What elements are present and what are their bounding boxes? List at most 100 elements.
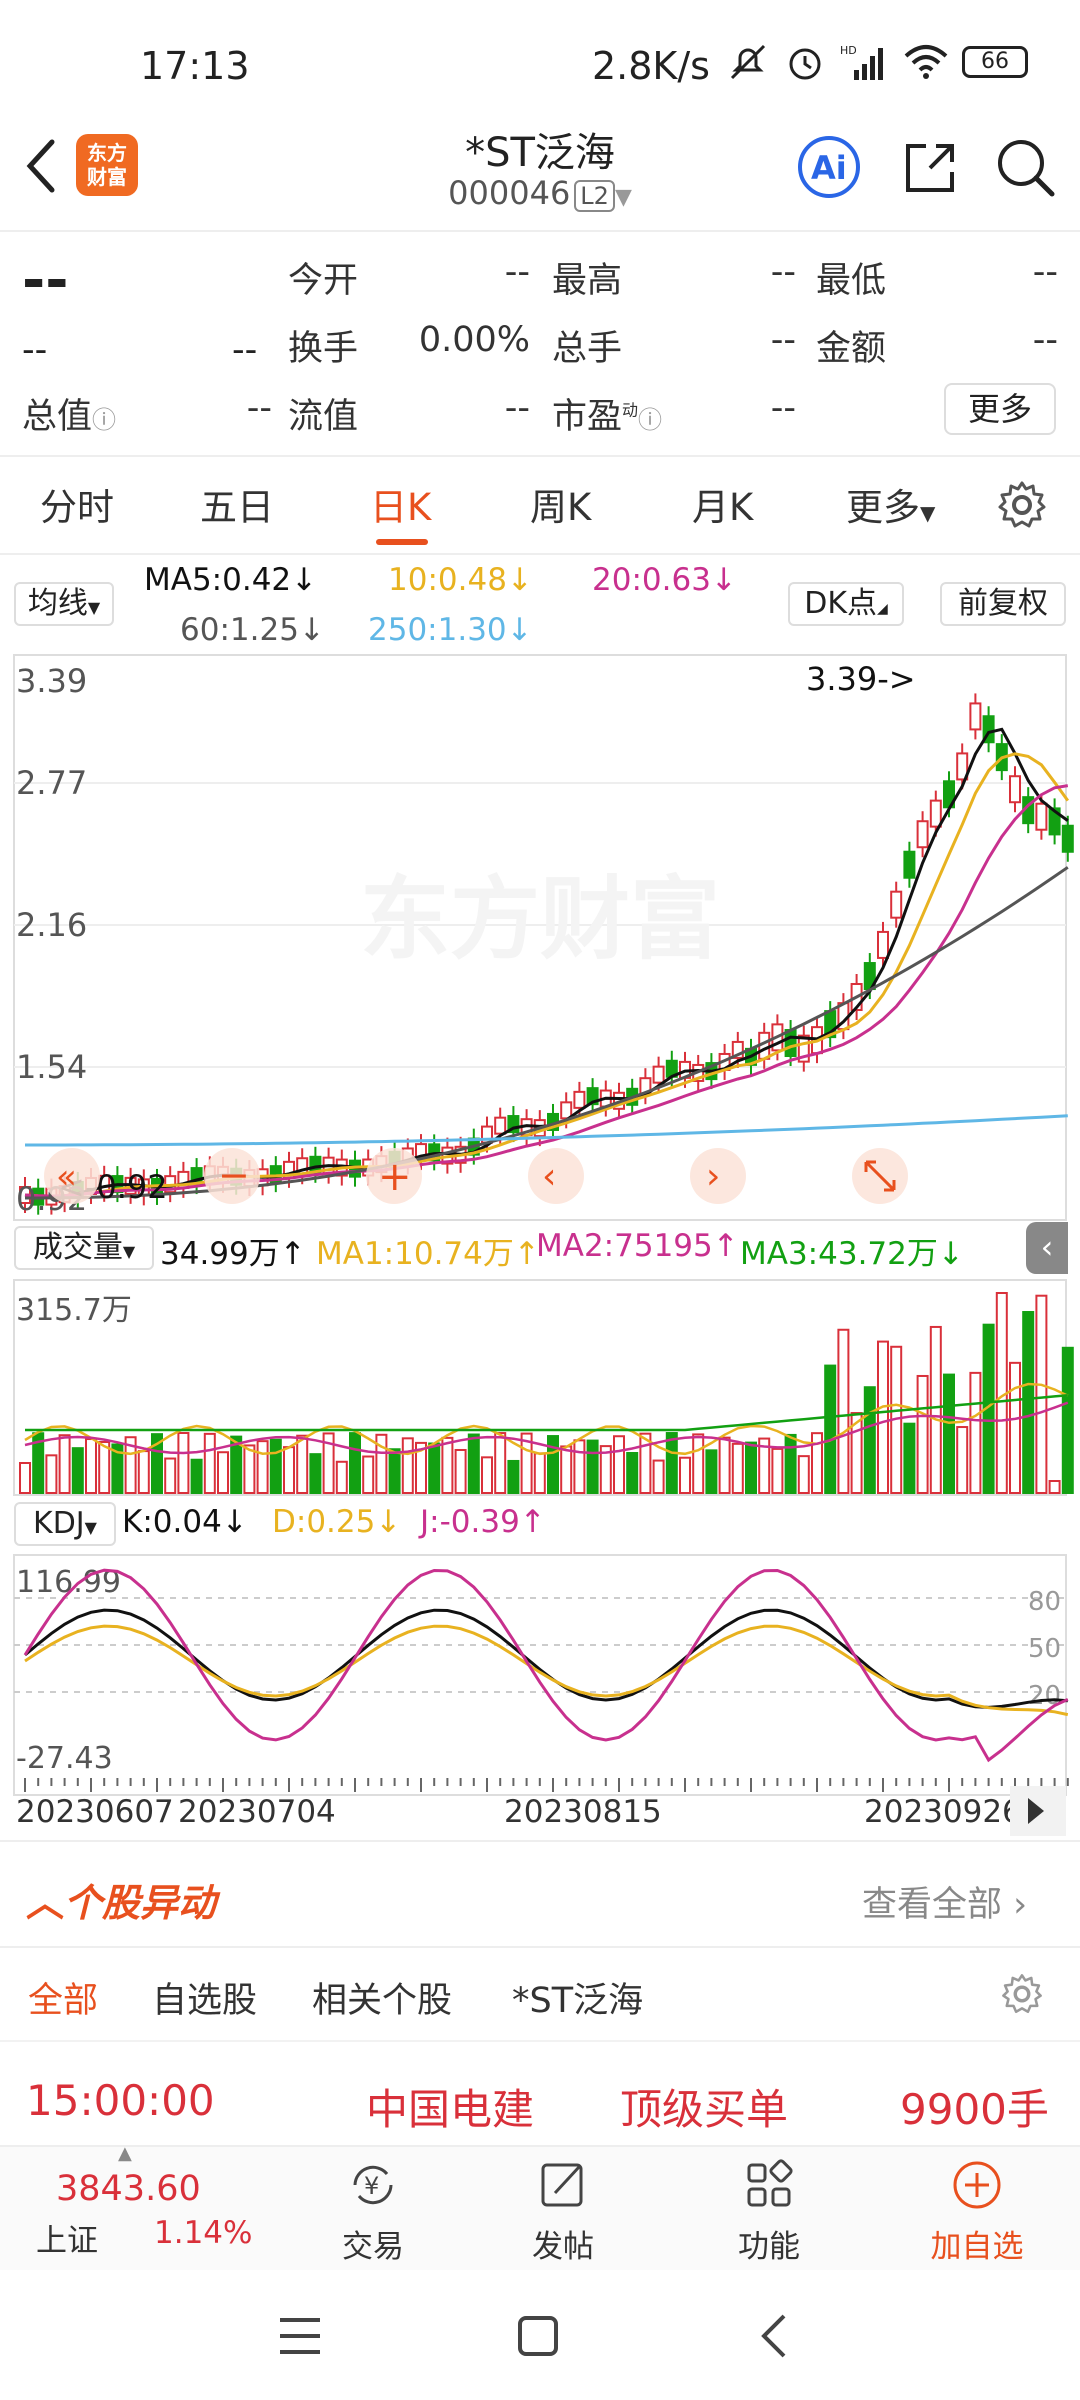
dk-point-button[interactable]: DK点◢ bbox=[788, 582, 904, 626]
menu-icon[interactable] bbox=[276, 2314, 324, 2358]
search-icon[interactable] bbox=[994, 136, 1056, 198]
high-label: 最高 bbox=[552, 261, 623, 301]
volume-bar bbox=[1061, 1346, 1074, 1494]
add-circle-icon bbox=[953, 2161, 1001, 2209]
share-icon[interactable] bbox=[900, 138, 960, 198]
section-divider bbox=[0, 2040, 1080, 2042]
filter-watchlist[interactable]: 自选股 bbox=[152, 1981, 258, 2021]
high-annotation: 3.39-> bbox=[806, 660, 916, 698]
ma-selector[interactable]: 均线▼ bbox=[14, 582, 114, 626]
tab-five-day[interactable]: 五日 bbox=[200, 486, 274, 529]
nav-functions[interactable]: 功能 bbox=[714, 2157, 824, 2266]
tab-weekly-k[interactable]: 周K bbox=[530, 486, 592, 529]
float-cap-label: 流值 bbox=[288, 397, 359, 437]
tab-monthly-k[interactable]: 月K bbox=[692, 486, 754, 529]
level-badge: L2 bbox=[574, 180, 615, 212]
volume-bar bbox=[929, 1325, 942, 1494]
date-label: 20230607 bbox=[16, 1794, 174, 1830]
quote-more-button[interactable]: 更多 bbox=[944, 383, 1056, 435]
volume-bar bbox=[599, 1445, 612, 1495]
tab-daily-k[interactable]: 日K bbox=[370, 486, 432, 529]
volume-bar bbox=[837, 1328, 850, 1494]
volume-ma3: MA3:43.72万↓ bbox=[740, 1236, 964, 1272]
kline-chart[interactable]: 东方财富 3.39 2.77 2.16 1.54 0.92 3.39-> <-0… bbox=[0, 650, 1080, 1870]
info-icon: ⓘ bbox=[92, 406, 117, 434]
stock-code-row[interactable]: 000046 L2 ▼ bbox=[0, 174, 1080, 212]
expand-icon bbox=[864, 1160, 896, 1192]
stock-title: *ST泛海 bbox=[465, 130, 615, 176]
ma250-line bbox=[25, 1114, 1068, 1147]
ma-selector-label: 均线 bbox=[27, 586, 88, 621]
svg-text:Ai: Ai bbox=[811, 149, 847, 187]
status-icons: HD 66 bbox=[726, 40, 1028, 84]
volume-bar bbox=[335, 1460, 348, 1494]
back-icon[interactable] bbox=[18, 136, 62, 196]
volume-bar bbox=[1035, 1294, 1048, 1494]
nav-trade[interactable]: ¥ 交易 bbox=[318, 2157, 428, 2266]
side-panel-toggle[interactable]: ‹ bbox=[1026, 1222, 1068, 1274]
kdj-level-label: 50 bbox=[1028, 1634, 1061, 1664]
tab-more-label: 更多 bbox=[846, 486, 920, 529]
period-tabs: 分时 五日 日K 周K 月K 更多▼ bbox=[0, 455, 1080, 555]
quote-divider bbox=[0, 455, 1080, 457]
settings-gear-icon[interactable] bbox=[996, 479, 1048, 531]
volume-selector[interactable]: 成交量▼ bbox=[14, 1226, 154, 1270]
kdj-axis-min: -27.43 bbox=[16, 1741, 113, 1776]
home-icon[interactable] bbox=[514, 2312, 562, 2360]
date-label: 20230926 bbox=[864, 1794, 1022, 1830]
tabs-divider bbox=[0, 553, 1080, 555]
filter-this-stock[interactable]: *ST泛海 bbox=[512, 1981, 644, 2021]
volume-bar bbox=[586, 1439, 599, 1495]
plus-icon: + bbox=[378, 1154, 412, 1200]
pe-label[interactable]: 市盈动ⓘ bbox=[552, 388, 662, 439]
scroll-left-fast-button[interactable]: « bbox=[44, 1148, 100, 1204]
volume-bar bbox=[969, 1371, 982, 1494]
volume-bar bbox=[164, 1457, 177, 1494]
kdj-level-label: 20 bbox=[1028, 1681, 1061, 1711]
volume-bar bbox=[243, 1444, 256, 1495]
volume-bar bbox=[415, 1441, 427, 1495]
bottom-nav: ▲ 3843.60 上证 1.14% ¥ 交易 发帖 功能 加自选 bbox=[0, 2143, 1080, 2270]
nav-add-watchlist-label: 加自选 bbox=[930, 2229, 1024, 2265]
back-nav-icon[interactable] bbox=[754, 2310, 794, 2362]
tab-more[interactable]: 更多▼ bbox=[846, 477, 935, 531]
date-scroll-right-button[interactable] bbox=[1010, 1786, 1066, 1836]
adjust-button[interactable]: 前复权 bbox=[940, 582, 1066, 626]
market-cap-label[interactable]: 总值ⓘ bbox=[22, 388, 116, 439]
volume-ma1: MA1:10.74万↑ bbox=[316, 1236, 540, 1272]
index-value[interactable]: 3843.60 bbox=[56, 2169, 201, 2209]
nav-post[interactable]: 发帖 bbox=[508, 2157, 618, 2266]
volume-bar bbox=[533, 1452, 546, 1495]
total-volume-value: -- bbox=[770, 320, 796, 360]
view-all-link[interactable]: 查看全部 › bbox=[862, 1876, 1027, 1927]
filter-all[interactable]: 全部 bbox=[28, 1981, 99, 2021]
zoom-in-button[interactable]: + bbox=[366, 1148, 422, 1204]
volume-bar bbox=[771, 1447, 784, 1494]
nav-add-watchlist[interactable]: 加自选 bbox=[912, 2157, 1042, 2266]
scroll-right-button[interactable]: › bbox=[690, 1148, 746, 1204]
volume-ma-lines bbox=[24, 1382, 1069, 1456]
movement-stock: 中国电建 bbox=[366, 2085, 535, 2134]
ai-assistant-icon[interactable]: Ai bbox=[796, 134, 862, 200]
chevron-left-icon: ‹ bbox=[542, 1156, 556, 1197]
volume-bar bbox=[441, 1436, 454, 1494]
volume-bar bbox=[401, 1437, 414, 1495]
kdj-lines bbox=[23, 1568, 1069, 1763]
scroll-left-button[interactable]: ‹ bbox=[528, 1148, 584, 1204]
volume-bar bbox=[903, 1422, 916, 1495]
movement-settings-icon[interactable] bbox=[1000, 1972, 1044, 2016]
stock-code: 000046 bbox=[448, 174, 571, 212]
fullscreen-button[interactable] bbox=[852, 1148, 908, 1204]
movement-title[interactable]: ︿个股异动 bbox=[26, 1872, 216, 1927]
filter-related[interactable]: 相关个股 bbox=[312, 1981, 453, 2021]
tab-intraday[interactable]: 分时 bbox=[40, 486, 114, 529]
volume-bar bbox=[573, 1439, 586, 1495]
volume-bar bbox=[745, 1441, 757, 1494]
high-value: -- bbox=[770, 252, 796, 292]
volume-bar bbox=[137, 1450, 150, 1494]
kdj-selector[interactable]: KDJ▼ bbox=[14, 1502, 116, 1546]
zoom-out-button[interactable]: − bbox=[204, 1148, 260, 1204]
total-volume-label: 总手 bbox=[552, 329, 623, 369]
movement-row[interactable]: 15:00:00 中国电建 顶级买单 9900手 bbox=[26, 2076, 1066, 2136]
section-divider bbox=[0, 1946, 1080, 1948]
